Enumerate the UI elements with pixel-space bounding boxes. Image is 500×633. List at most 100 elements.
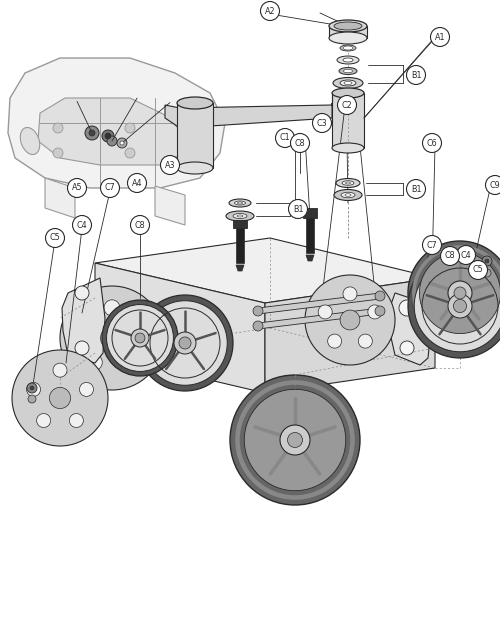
Circle shape: [288, 199, 308, 218]
Ellipse shape: [186, 129, 204, 153]
Ellipse shape: [233, 213, 247, 218]
Circle shape: [160, 156, 180, 175]
Circle shape: [244, 389, 346, 491]
Circle shape: [105, 133, 111, 139]
Text: C5: C5: [50, 234, 60, 242]
Circle shape: [408, 241, 500, 345]
Text: B1: B1: [411, 184, 421, 194]
Circle shape: [76, 321, 92, 337]
Circle shape: [72, 215, 92, 234]
Ellipse shape: [332, 143, 364, 153]
Circle shape: [456, 246, 475, 265]
Circle shape: [253, 306, 263, 316]
Text: C4: C4: [460, 251, 471, 260]
Text: C9: C9: [490, 180, 500, 189]
Circle shape: [85, 126, 99, 140]
Ellipse shape: [177, 97, 213, 109]
Circle shape: [375, 306, 385, 316]
Polygon shape: [265, 278, 435, 393]
Circle shape: [318, 305, 332, 319]
Circle shape: [412, 245, 500, 341]
Circle shape: [12, 350, 108, 446]
Circle shape: [131, 329, 149, 347]
Circle shape: [130, 215, 150, 234]
Circle shape: [328, 334, 342, 348]
Circle shape: [399, 300, 415, 316]
Ellipse shape: [238, 202, 242, 204]
Text: C4: C4: [76, 220, 88, 230]
Polygon shape: [306, 255, 314, 261]
Polygon shape: [329, 26, 367, 38]
Circle shape: [143, 301, 227, 385]
Circle shape: [102, 130, 114, 142]
Polygon shape: [332, 93, 364, 148]
Ellipse shape: [344, 69, 352, 73]
Circle shape: [260, 1, 280, 20]
Polygon shape: [258, 308, 380, 329]
Circle shape: [137, 295, 233, 391]
Ellipse shape: [334, 189, 362, 201]
Circle shape: [454, 299, 466, 313]
Circle shape: [174, 332, 196, 354]
Circle shape: [80, 382, 94, 396]
Circle shape: [107, 136, 117, 146]
Circle shape: [305, 275, 395, 365]
Circle shape: [414, 260, 500, 352]
Circle shape: [70, 413, 84, 427]
Circle shape: [416, 249, 500, 337]
Circle shape: [312, 113, 332, 132]
Ellipse shape: [333, 77, 363, 89]
Text: A3: A3: [165, 161, 175, 170]
Text: C8: C8: [444, 251, 456, 261]
Text: C6: C6: [426, 139, 438, 147]
Ellipse shape: [344, 82, 352, 84]
Circle shape: [288, 432, 302, 448]
Circle shape: [117, 138, 127, 148]
Circle shape: [420, 253, 500, 334]
Circle shape: [290, 134, 310, 153]
Polygon shape: [236, 265, 244, 271]
Circle shape: [179, 337, 191, 349]
Text: C7: C7: [104, 184, 116, 192]
Ellipse shape: [237, 215, 243, 217]
Circle shape: [100, 179, 119, 197]
Circle shape: [358, 334, 372, 348]
Ellipse shape: [343, 46, 353, 50]
Circle shape: [240, 385, 350, 495]
Circle shape: [406, 180, 426, 199]
Ellipse shape: [334, 22, 362, 30]
Circle shape: [448, 281, 472, 305]
Circle shape: [276, 128, 294, 147]
Ellipse shape: [345, 194, 351, 196]
Polygon shape: [95, 238, 435, 303]
Polygon shape: [165, 103, 332, 128]
Polygon shape: [388, 293, 430, 365]
Polygon shape: [155, 186, 185, 225]
Text: C2: C2: [342, 101, 352, 110]
Circle shape: [135, 333, 145, 343]
Polygon shape: [177, 103, 213, 168]
Circle shape: [422, 134, 442, 153]
Circle shape: [230, 375, 360, 505]
Text: A5: A5: [72, 184, 83, 192]
Circle shape: [75, 286, 89, 300]
Circle shape: [343, 287, 357, 301]
Circle shape: [486, 175, 500, 194]
Polygon shape: [95, 263, 265, 393]
Ellipse shape: [332, 88, 364, 98]
Circle shape: [235, 380, 355, 500]
Polygon shape: [8, 58, 225, 188]
Circle shape: [280, 425, 310, 455]
Circle shape: [46, 229, 64, 248]
Polygon shape: [62, 278, 105, 363]
Text: A1: A1: [435, 32, 446, 42]
Polygon shape: [236, 228, 244, 263]
Circle shape: [125, 148, 135, 158]
Circle shape: [122, 354, 138, 370]
Circle shape: [375, 291, 385, 301]
Circle shape: [440, 246, 460, 265]
Ellipse shape: [177, 162, 213, 174]
Ellipse shape: [346, 182, 350, 184]
Circle shape: [100, 327, 124, 349]
Circle shape: [408, 254, 500, 358]
